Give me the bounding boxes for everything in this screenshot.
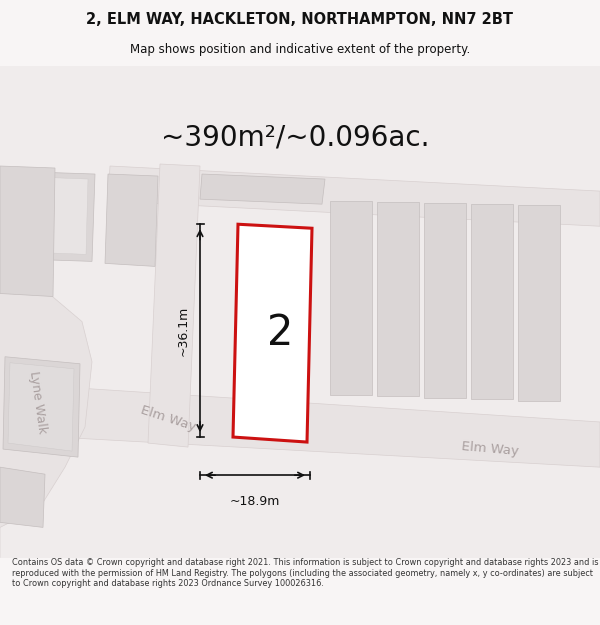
Polygon shape <box>0 286 92 558</box>
Text: Map shows position and indicative extent of the property.: Map shows position and indicative extent… <box>130 42 470 56</box>
Polygon shape <box>148 164 200 447</box>
Polygon shape <box>471 204 513 399</box>
Polygon shape <box>3 357 80 457</box>
Text: Contains OS data © Crown copyright and database right 2021. This information is : Contains OS data © Crown copyright and d… <box>12 558 599 588</box>
Polygon shape <box>2 171 95 261</box>
Text: Elm Way: Elm Way <box>461 440 519 458</box>
Polygon shape <box>8 362 74 451</box>
Text: Lyne Walk: Lyne Walk <box>27 370 49 434</box>
Polygon shape <box>8 176 88 254</box>
Text: 2: 2 <box>268 312 293 354</box>
Polygon shape <box>105 174 158 266</box>
Text: 2, ELM WAY, HACKLETON, NORTHAMPTON, NN7 2BT: 2, ELM WAY, HACKLETON, NORTHAMPTON, NN7 … <box>86 12 514 27</box>
Text: Elm Way: Elm Way <box>139 404 197 434</box>
Text: ~36.1m: ~36.1m <box>177 306 190 356</box>
Polygon shape <box>0 66 600 558</box>
Polygon shape <box>200 174 325 204</box>
Polygon shape <box>0 166 55 296</box>
Polygon shape <box>233 224 312 442</box>
Polygon shape <box>377 202 419 396</box>
Polygon shape <box>518 205 560 401</box>
Text: ~390m²/~0.096ac.: ~390m²/~0.096ac. <box>161 124 429 152</box>
Text: ~18.9m: ~18.9m <box>230 495 280 508</box>
Polygon shape <box>330 201 372 395</box>
Polygon shape <box>0 467 45 528</box>
Polygon shape <box>55 387 600 467</box>
Polygon shape <box>108 166 600 226</box>
Polygon shape <box>424 203 466 398</box>
